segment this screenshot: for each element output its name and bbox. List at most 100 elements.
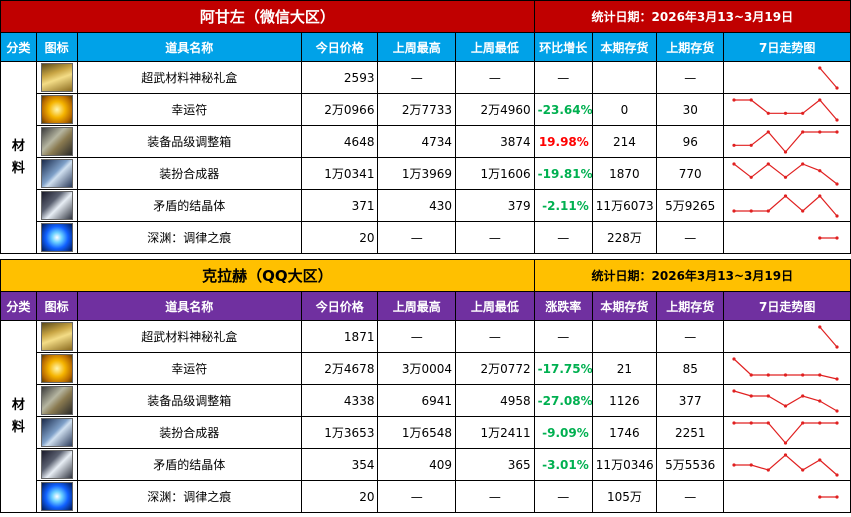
trend-point (801, 208, 805, 213)
trend-point (818, 457, 822, 462)
table-row: 装备品级调整箱 4338 6941 4958 -27.08% 1126 377 (1, 384, 851, 417)
header-name: 道具名称 (76, 291, 302, 321)
header-icon: 图标 (35, 291, 78, 321)
header-lw-low: 上周最低 (455, 291, 535, 321)
last-week-low: 3874 (455, 125, 535, 158)
trend-point (732, 161, 736, 166)
current-stock: 11万0346 (591, 448, 658, 481)
trend-cell (723, 352, 851, 385)
table-row: 深渊：调律之痕 20— — —105万 — (1, 480, 851, 513)
today-price: 1万3653 (300, 416, 379, 449)
server-title: 阿甘左（微信大区） (0, 0, 535, 33)
trend-point (767, 467, 771, 472)
current-stock (591, 320, 658, 353)
header-icon: 图标 (35, 32, 78, 62)
last-week-low: 1万2411 (455, 416, 535, 449)
header-prev-stock: 上期存货 (656, 291, 725, 321)
previous-stock: — (656, 61, 725, 94)
trend-point (801, 111, 805, 115)
last-week-high: 430 (377, 189, 456, 222)
lucky-charm-icon (40, 95, 73, 124)
last-week-high: 2万7733 (377, 93, 456, 126)
trend-sparkline (818, 65, 839, 90)
lucky-charm-icon (40, 354, 73, 383)
trend-sparkline (818, 235, 839, 240)
last-week-high: 4734 (377, 125, 456, 158)
trend-point (818, 129, 822, 134)
trend-point (784, 440, 788, 445)
header-today: 今日价格 (300, 32, 379, 62)
item-name: 装扮合成器 (76, 416, 302, 449)
trend-point (732, 208, 736, 213)
current-stock: 1126 (591, 384, 658, 417)
current-stock: 228万 (591, 221, 658, 254)
today-price: 4338 (300, 384, 379, 417)
trend-point (767, 420, 771, 425)
trend-point (818, 235, 822, 240)
table-row: 深渊：调律之痕 20— — —228万 — (1, 221, 851, 254)
trend-point (784, 193, 788, 198)
trend-line (819, 67, 838, 88)
trend-cell (723, 384, 851, 417)
trend-point (767, 372, 771, 377)
trend-point (835, 376, 839, 381)
item-name: 超武材料神秘礼盒 (76, 320, 302, 353)
previous-stock: — (656, 221, 725, 254)
previous-stock: 5万9265 (656, 189, 725, 222)
change-rate: — (533, 221, 593, 254)
trend-point (784, 175, 788, 179)
trend-line (734, 162, 838, 184)
last-week-low: — (455, 61, 535, 94)
trend-point (818, 398, 822, 403)
item-name: 装扮合成器 (76, 157, 302, 190)
trend-point (801, 467, 805, 472)
trend-point (835, 181, 839, 186)
trend-point (835, 235, 839, 240)
trend-point (784, 452, 788, 457)
trend-sparkline (818, 494, 839, 499)
last-week-low: — (455, 320, 535, 353)
trend-cell (723, 480, 851, 513)
crystal-icon (40, 450, 73, 479)
trend-point (767, 161, 771, 166)
trend-point (749, 420, 754, 425)
change-rate: -27.08% (533, 384, 593, 417)
server-section-wechat: 阿甘左（微信大区） 统计日期：2026年3月13~3月19日 分类 图标 道具名称 今日价… (0, 0, 851, 254)
header-cat: 分类 (0, 32, 37, 62)
table-row: 装备品级调整箱 4648 4734 3874 19.98% 214 96 (1, 125, 851, 158)
last-week-low: 365 (455, 448, 535, 481)
last-week-high: — (377, 480, 456, 513)
gift-box-icon (40, 322, 73, 351)
table-row: 装扮合成器 1万3653 1万6548 1万2411 -9.09% 1746 2251 (1, 416, 851, 449)
abyss-orb-icon (40, 482, 73, 511)
server-title: 克拉赫（QQ大区） (0, 259, 535, 292)
current-stock: 11万6073 (591, 189, 658, 222)
trend-point (767, 393, 771, 398)
trend-line (734, 98, 838, 120)
last-week-high: 6941 (377, 384, 456, 417)
header-lw-high: 上周最高 (377, 32, 456, 62)
header-trend: 7日走势图 (723, 291, 851, 321)
trend-point (749, 372, 754, 377)
trend-point (732, 388, 736, 393)
item-name: 装备品级调整箱 (76, 384, 302, 417)
trend-cell (723, 448, 851, 481)
current-stock: 105万 (591, 480, 658, 513)
column-header-row: 分类 图标 道具名称 今日价格 上周最高 上周最低 涨跌率 本期存货 上期存货 7日走势图 (0, 291, 851, 321)
trend-cell (723, 125, 851, 158)
trend-cell (723, 221, 851, 254)
trend-cell (723, 157, 851, 190)
abyss-orb-icon (40, 223, 73, 252)
today-price: 20 (300, 221, 379, 254)
trend-sparkline (732, 97, 839, 122)
trend-line (819, 326, 838, 347)
item-name: 深渊：调律之痕 (76, 221, 302, 254)
today-price: 2593 (300, 61, 379, 94)
trend-point (732, 97, 736, 102)
trend-point (732, 420, 736, 425)
item-name: 矛盾的结晶体 (76, 448, 302, 481)
trend-point (732, 462, 736, 467)
trend-point (835, 117, 839, 122)
trend-point (784, 372, 788, 377)
item-name: 幸运符 (76, 352, 302, 385)
